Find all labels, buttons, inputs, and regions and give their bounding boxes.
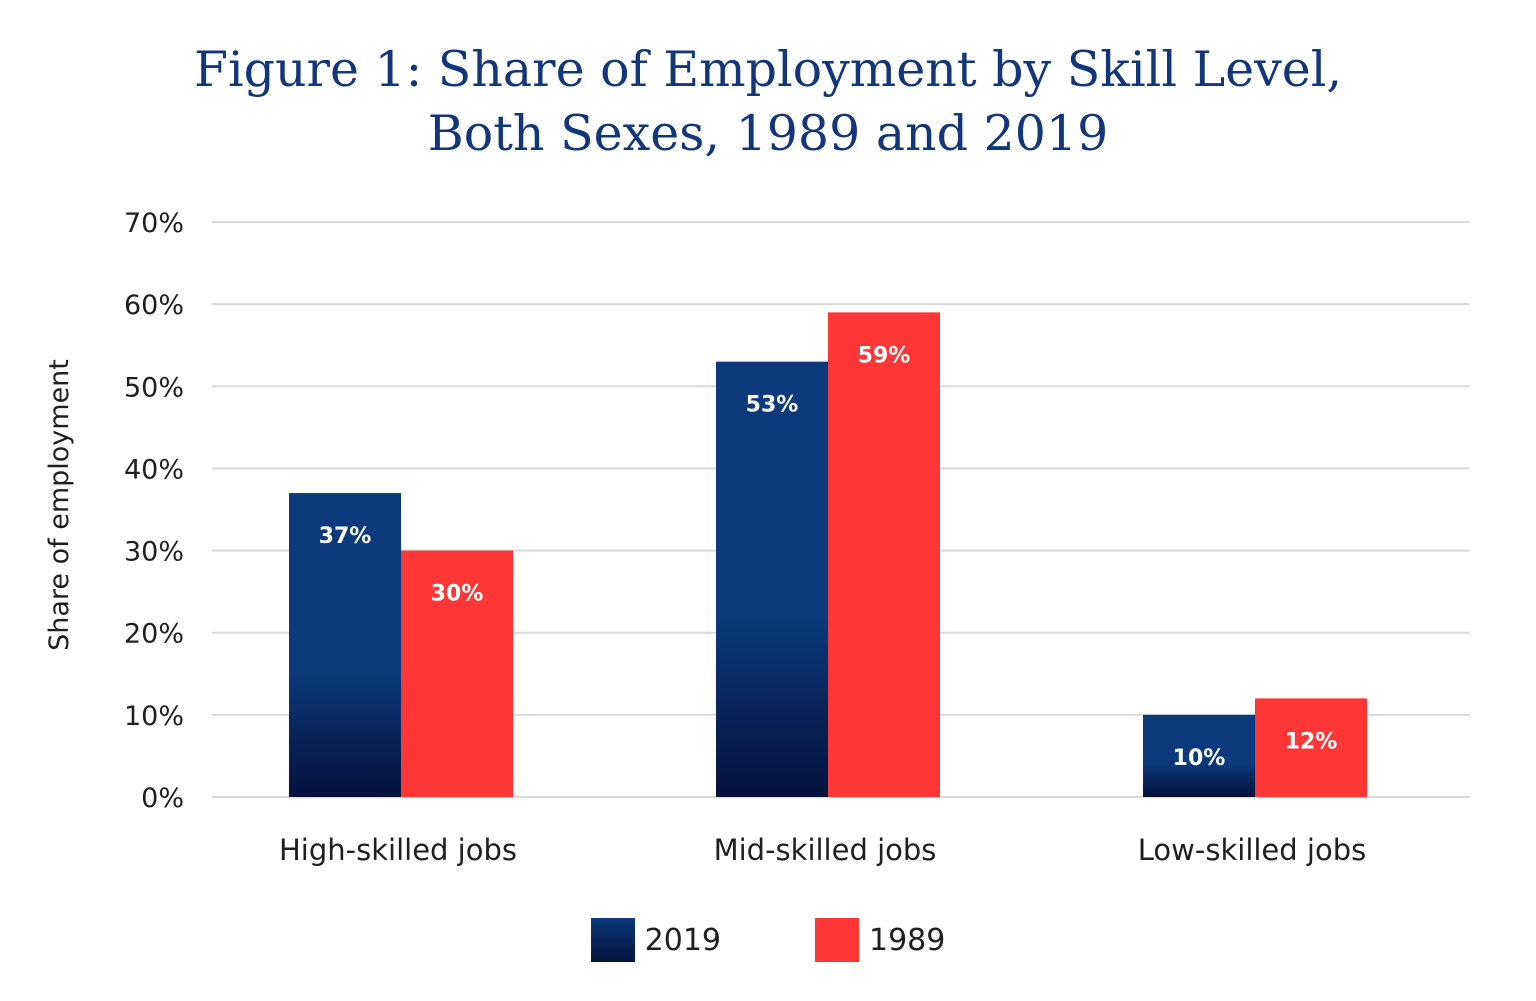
bar-label-2019-0: 37% [319,524,372,549]
bar-1989-0 [401,550,513,797]
bar-label-1989-0: 30% [431,582,484,607]
legend: 2019 1989 [0,918,1536,962]
bar-label-2019-1: 53% [746,393,799,418]
legend-label-1989: 1989 [869,922,946,958]
bar-1989-2 [1255,698,1367,797]
chart-title: Figure 1: Share of Employment by Skill L… [0,38,1536,166]
bar-1989-1 [828,312,940,797]
x-category-label: Low-skilled jobs [1138,833,1366,867]
y-tick-label: 70% [124,208,184,239]
bar-label-1989-2: 12% [1285,729,1338,754]
chart-title-line-1: Figure 1: Share of Employment by Skill L… [193,41,1343,98]
y-tick-label: 10% [124,701,184,732]
bar-2019-2 [1143,714,1255,797]
legend-label-2019: 2019 [644,922,721,958]
bar-label-1989-1: 59% [858,343,911,368]
bar-2019-0 [289,493,401,797]
bar-labels: 37% 30% 53% 59% 10% 12% [319,343,1338,770]
x-axis-categories: High-skilled jobs Mid-skilled jobs Low-ski… [279,833,1366,867]
y-tick-label: 0% [141,783,184,814]
legend-item-1989: 1989 [815,918,945,962]
legend-swatch-1989 [815,918,859,962]
y-axis-ticks: 0% 10% 20% 30% 40% 50% 60% 70% [124,208,184,814]
legend-item-2019: 2019 [590,918,721,962]
bars [289,312,1367,797]
y-tick-label: 30% [124,537,184,568]
y-axis-label: Share of employment [44,359,75,651]
chart-title-line-2: Both Sexes, 1989 and 2019 [427,105,1109,162]
y-tick-label: 60% [124,290,184,321]
x-category-label: High-skilled jobs [279,833,517,867]
bar-2019-1 [716,361,828,797]
y-tick-label: 40% [124,454,184,485]
y-tick-label: 20% [124,619,184,650]
y-tick-label: 50% [124,372,184,403]
bar-label-2019-2: 10% [1173,746,1226,771]
x-category-label: Mid-skilled jobs [714,833,937,867]
legend-swatch-2019 [590,918,635,962]
